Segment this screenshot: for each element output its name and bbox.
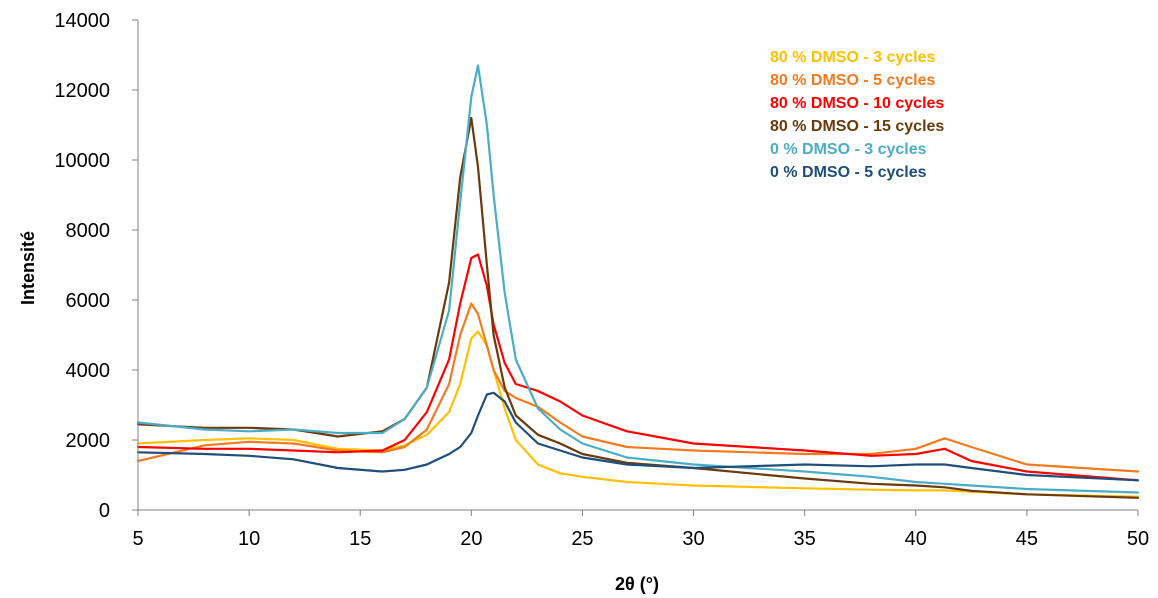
legend-entry-2: 80 % DMSO - 5 cycles	[770, 72, 936, 89]
series-layer	[136, 64, 1140, 499]
y-tick-label: 4000	[66, 360, 111, 382]
y-tick-label: 6000	[66, 290, 111, 312]
y-tick-label: 2000	[66, 430, 111, 452]
x-tick-label: 30	[682, 528, 704, 550]
x-tick-label: 20	[460, 528, 482, 550]
x-tick-label: 10	[238, 528, 260, 550]
series-line-6	[136, 391, 1140, 482]
y-tick-label: 10000	[54, 150, 110, 172]
y-tick-label: 8000	[66, 220, 111, 242]
legend: 80 % DMSO - 3 cycles 80 % DMSO - 5 cycles…	[770, 49, 944, 181]
x-tick-label: 45	[1016, 528, 1038, 550]
x-tick-label: 35	[794, 528, 816, 550]
y-tick-label: 14000	[54, 10, 110, 32]
legend-entry-6: 0 % DMSO - 5 cycles	[770, 164, 927, 181]
y-tick-label: 12000	[54, 80, 110, 102]
legend-entry-4: 80 % DMSO - 15 cycles	[770, 118, 944, 135]
x-tick-label: 25	[571, 528, 593, 550]
x-tick-label: 15	[349, 528, 371, 550]
legend-entry-3: 80 % DMSO - 10 cycles	[770, 95, 944, 112]
legend-entry-5: 0 % DMSO - 3 cycles	[770, 141, 927, 158]
series-line-3	[136, 253, 1140, 482]
series-line-2	[136, 302, 1140, 473]
y-axis: 0 2000 4000 6000 8000 10000 12000 14000	[54, 10, 139, 522]
x-axis-title: 2θ (°)	[615, 574, 659, 594]
series-line-5	[136, 64, 1140, 494]
series-line-1	[136, 330, 1140, 498]
y-axis-title: Intensité	[18, 231, 38, 305]
x-tick-label: 5	[132, 528, 143, 550]
legend-entry-1: 80 % DMSO - 3 cycles	[770, 49, 936, 66]
x-tick-label: 50	[1127, 528, 1149, 550]
y-tick-label: 0	[99, 500, 110, 522]
x-axis: 5 10 15 20 25 30 35 40 45 50	[132, 509, 1149, 550]
x-tick-label: 40	[905, 528, 927, 550]
